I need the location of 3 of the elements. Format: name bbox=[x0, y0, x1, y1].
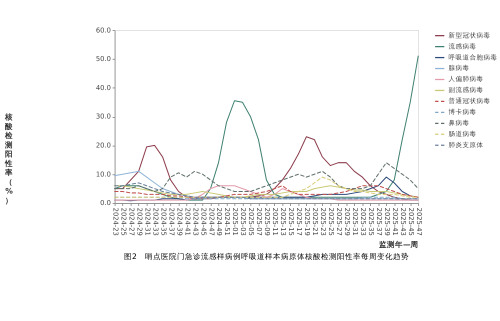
text: 核酸检测阳性率（%） bbox=[5, 112, 14, 206]
x-axis-title: 监测年—周 bbox=[379, 240, 419, 249]
text: 图2 哨点医院门急诊流感样病例呼吸道样本病原体核酸检测阳性率每周变化趋势 bbox=[124, 252, 409, 262]
